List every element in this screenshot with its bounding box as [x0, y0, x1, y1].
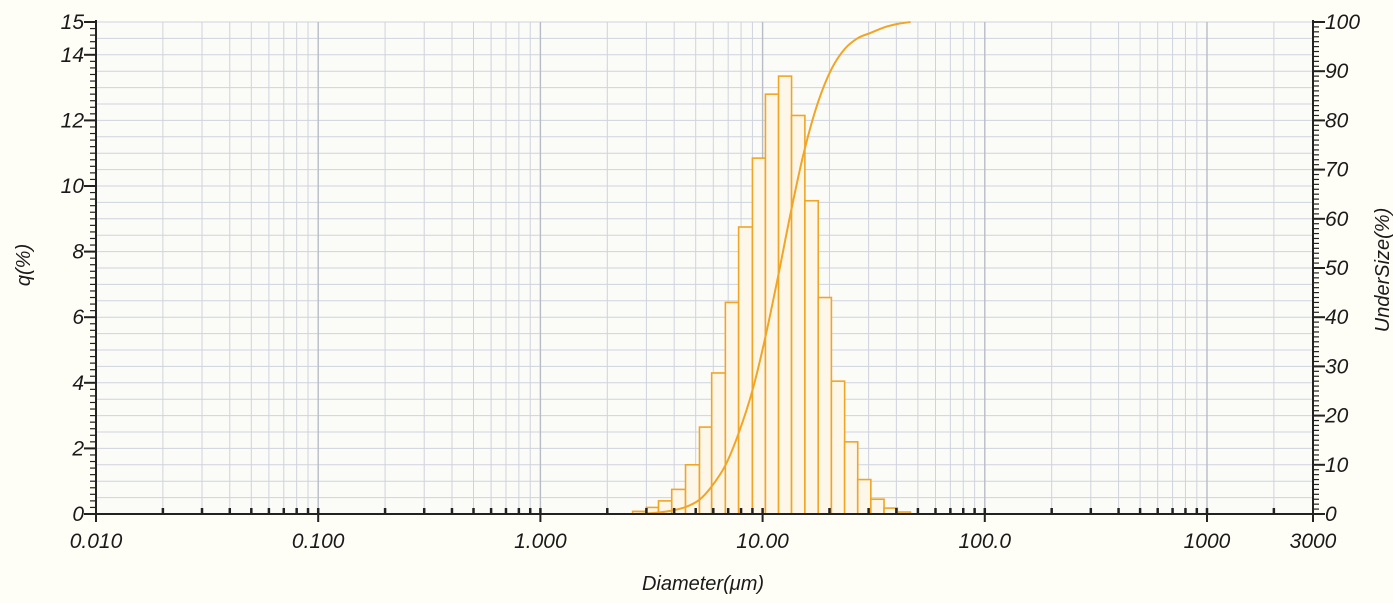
tick-labels: 0 2 4 6 8 10 12 14 15 0 10 20 30 40 50 60 70 80 90 100 0.010… [61, 11, 1361, 553]
histogram-bar [698, 426, 713, 515]
x-axis-title: Diameter(μm) [642, 573, 764, 595]
x-tick-label: 0.010 [70, 530, 123, 553]
histogram-bar [843, 441, 859, 515]
y2-tick-label: 0 [1325, 503, 1337, 526]
histogram-bar [870, 498, 885, 515]
x-tick-label: 10.00 [736, 530, 789, 553]
axes [84, 20, 1325, 522]
histogram-bar [751, 157, 767, 515]
histogram-bar [777, 75, 793, 515]
x-tick-label: 1000 [1184, 530, 1231, 553]
y-tick-label: 8 [72, 241, 84, 264]
histogram-bar [724, 301, 740, 515]
x-tick-label: 1.000 [514, 530, 567, 553]
y2-tick-label: 20 [1324, 405, 1349, 428]
x-tick-label: 100.0 [959, 530, 1012, 553]
y2-tick-label: 50 [1325, 257, 1349, 280]
y2-tick-label: 40 [1325, 306, 1349, 329]
histogram-bar [830, 380, 846, 515]
histogram-bar [710, 372, 727, 515]
histogram-bar [817, 296, 833, 515]
y-tick-label: 10 [61, 175, 85, 198]
y-tick-label: 14 [61, 44, 84, 67]
y-axis-title: q(%) [13, 244, 35, 286]
histogram-bar [804, 199, 820, 515]
y2-tick-label: 30 [1325, 355, 1349, 378]
y-tick-label: 12 [61, 109, 85, 132]
y2-tick-label: 10 [1325, 454, 1349, 477]
histogram-bar [737, 226, 754, 515]
y2-tick-label: 70 [1325, 159, 1349, 182]
y-tick-label: 0 [72, 503, 84, 526]
x-tick-label: 0.100 [292, 530, 345, 553]
y-tick-label: 4 [72, 372, 84, 395]
y2-tick-label: 60 [1325, 208, 1349, 231]
y2-axis-title: UnderSize(%) [1372, 208, 1393, 332]
cumulative-line [632, 21, 911, 515]
x-tick-label: 3000 [1290, 530, 1337, 553]
y-tick-label: 15 [61, 11, 85, 34]
y2-tick-label: 80 [1325, 109, 1349, 132]
y2-tick-label: 90 [1325, 60, 1349, 83]
y-tick-label: 6 [72, 306, 84, 329]
y2-tick-label: 100 [1325, 11, 1360, 34]
y-tick-label: 2 [71, 437, 84, 460]
cumulative-curve [632, 21, 911, 515]
